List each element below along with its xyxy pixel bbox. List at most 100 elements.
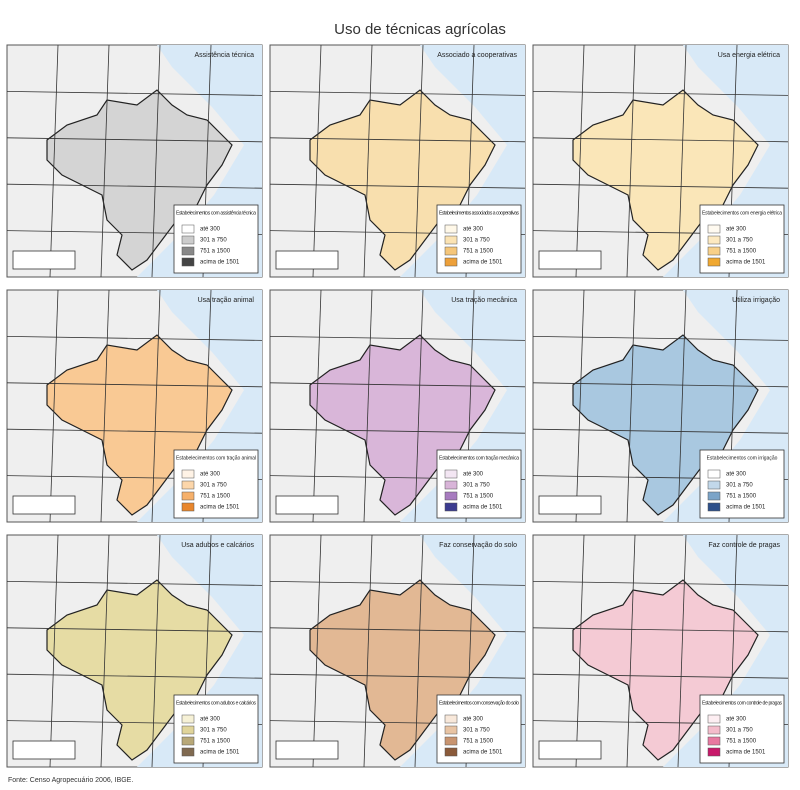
legend-swatch bbox=[444, 480, 458, 490]
legend-label: 751 a 1500 bbox=[200, 249, 231, 255]
legend-label: 301 a 750 bbox=[200, 483, 227, 489]
graticule bbox=[6, 581, 263, 586]
graticule bbox=[151, 44, 161, 278]
panel-title: Faz conservação do solo bbox=[439, 542, 517, 549]
graticule bbox=[312, 289, 322, 523]
legend-label: até 300 bbox=[463, 472, 484, 478]
graticule bbox=[363, 44, 373, 278]
legend-swatch bbox=[707, 224, 721, 234]
graticule bbox=[151, 289, 161, 523]
graticule bbox=[49, 289, 59, 523]
legend-swatch bbox=[181, 469, 195, 479]
legend: Estabelecimentos com conservação do solo… bbox=[436, 694, 522, 764]
legend-label: 301 a 750 bbox=[726, 483, 753, 489]
graticule bbox=[414, 44, 424, 278]
legend-swatch bbox=[707, 491, 721, 501]
legend-swatch bbox=[707, 480, 721, 490]
legend: Estabelecimentos com tração mecânica até … bbox=[436, 449, 522, 519]
legend-swatch bbox=[707, 714, 721, 724]
graticule bbox=[269, 581, 526, 586]
legend-label: acima de 1501 bbox=[200, 750, 240, 756]
legend-swatch bbox=[181, 480, 195, 490]
country bbox=[572, 89, 759, 271]
legend-label: acima de 1501 bbox=[200, 260, 240, 266]
graticule bbox=[575, 44, 585, 278]
legend-label: 301 a 750 bbox=[200, 728, 227, 734]
graticule bbox=[677, 534, 687, 768]
source: Fonte: Censo Agropecuário 2006, IBGE. bbox=[8, 777, 133, 784]
graticule bbox=[100, 289, 110, 523]
legend-label: acima de 1501 bbox=[463, 505, 503, 511]
legend: Estabelecimentos com controle de pragas a… bbox=[699, 694, 785, 764]
legend-title: Estabelecimentos com tração animal bbox=[176, 455, 256, 461]
legend-label: 751 a 1500 bbox=[463, 494, 494, 500]
legend-label: 751 a 1500 bbox=[726, 249, 757, 255]
scale-box bbox=[275, 250, 339, 270]
legend-swatch bbox=[444, 714, 458, 724]
graticule bbox=[6, 137, 263, 143]
graticule bbox=[532, 627, 789, 633]
map-panel: Usa tração mecânica Estabelecimentos com … bbox=[269, 289, 526, 523]
graticule bbox=[363, 534, 373, 768]
graticule bbox=[575, 534, 585, 768]
graticule bbox=[626, 44, 636, 278]
graticule bbox=[363, 289, 373, 523]
graticule bbox=[6, 91, 263, 96]
legend-label: 751 a 1500 bbox=[463, 249, 494, 255]
legend-label: acima de 1501 bbox=[463, 260, 503, 266]
graticule bbox=[312, 534, 322, 768]
page-title: Uso de técnicas agrícolas bbox=[334, 21, 506, 38]
country bbox=[309, 89, 496, 271]
legend-label: acima de 1501 bbox=[726, 505, 766, 511]
legend-label: 751 a 1500 bbox=[726, 494, 757, 500]
scale-box bbox=[275, 495, 339, 515]
map-panel: Usa adubos e calcários Estabelecimentos c… bbox=[6, 534, 263, 768]
scale-box bbox=[538, 740, 602, 760]
legend-label: até 300 bbox=[726, 717, 747, 723]
legend-swatch bbox=[707, 747, 721, 757]
legend-label: até 300 bbox=[726, 472, 747, 478]
graticule bbox=[414, 534, 424, 768]
panel-title: Usa adubos e calcários bbox=[181, 542, 254, 549]
map-panel: Associado a cooperativas Estabelecimentos… bbox=[269, 44, 526, 278]
legend-swatch bbox=[181, 491, 195, 501]
legend-swatch bbox=[181, 257, 195, 267]
legend-label: até 300 bbox=[463, 717, 484, 723]
legend-swatch bbox=[444, 246, 458, 256]
legend-title: Estabelecimentos com assistência técnica bbox=[176, 210, 256, 216]
graticule bbox=[269, 382, 526, 388]
legend-swatch bbox=[707, 469, 721, 479]
legend-swatch bbox=[444, 747, 458, 757]
map-panel: Faz controle de pragas Estabelecimentos c… bbox=[532, 534, 789, 768]
graticule bbox=[269, 336, 526, 341]
legend-swatch bbox=[707, 257, 721, 267]
legend-label: 301 a 750 bbox=[726, 728, 753, 734]
legend: Estabelecimentos com energia elétrica até… bbox=[699, 204, 785, 274]
scale-box bbox=[12, 250, 76, 270]
graticule bbox=[677, 44, 687, 278]
graticule bbox=[269, 673, 526, 679]
graticule bbox=[626, 289, 636, 523]
legend-swatch bbox=[707, 725, 721, 735]
panel-title: Faz controle de pragas bbox=[708, 542, 780, 549]
scale-box bbox=[538, 495, 602, 515]
graticule bbox=[532, 581, 789, 586]
panel-title: Assistência técnica bbox=[194, 52, 254, 59]
country bbox=[572, 579, 759, 761]
legend-swatch bbox=[444, 502, 458, 512]
graticule bbox=[100, 534, 110, 768]
graticule bbox=[269, 91, 526, 96]
legend-label: 301 a 750 bbox=[463, 728, 490, 734]
legend-label: 301 a 750 bbox=[463, 238, 490, 244]
legend-swatch bbox=[181, 747, 195, 757]
map-panel: Utiliza irrigação Estabelecimentos com ir… bbox=[532, 289, 789, 523]
legend-title: Estabelecimentos com adubos e calcários bbox=[176, 700, 257, 706]
legend-swatch bbox=[444, 469, 458, 479]
legend-swatch bbox=[707, 736, 721, 746]
map-panel: Assistência técnica Estabelecimentos com … bbox=[6, 44, 263, 278]
legend-label: até 300 bbox=[726, 227, 747, 233]
legend-label: 301 a 750 bbox=[726, 238, 753, 244]
legend-label: 751 a 1500 bbox=[463, 739, 494, 745]
legend-swatch bbox=[181, 714, 195, 724]
graticule bbox=[532, 137, 789, 143]
